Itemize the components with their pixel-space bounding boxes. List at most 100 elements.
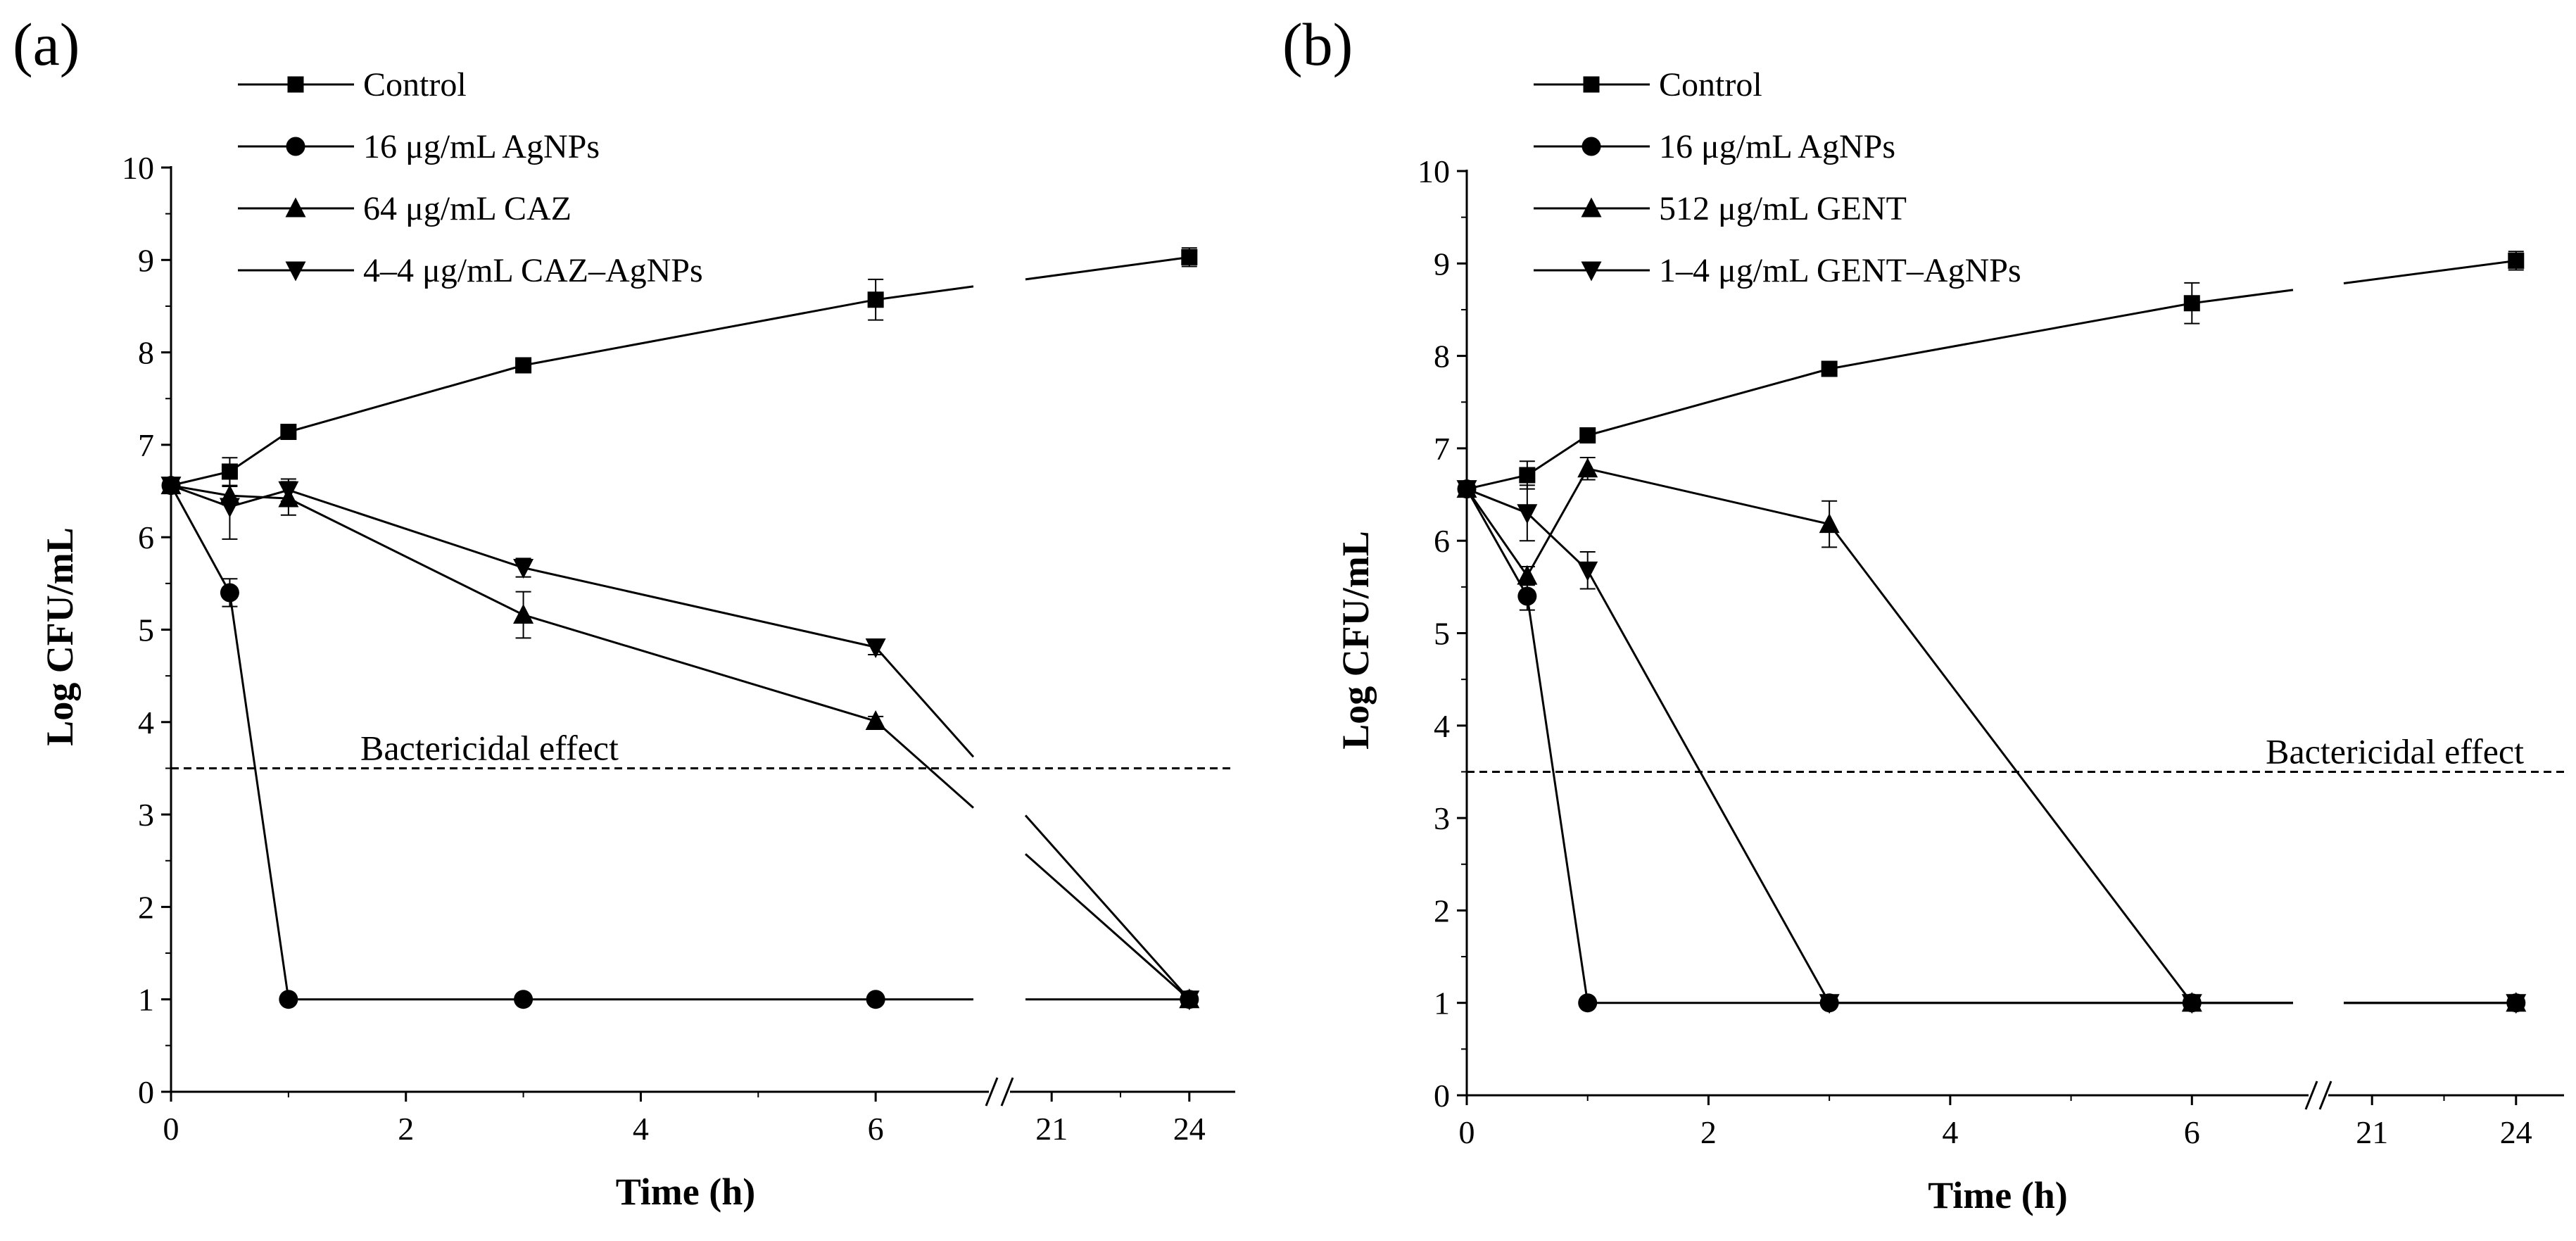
- legend-item: 512 μg/mL GENT: [1534, 190, 1907, 227]
- y-tick-label: 7: [138, 427, 154, 463]
- square-marker: [280, 424, 297, 441]
- legend-item: 16 μg/mL AgNPs: [238, 128, 600, 165]
- triangle-down-marker: [1517, 504, 1538, 524]
- circle-marker: [1578, 993, 1598, 1013]
- legend-item: 64 μg/mL CAZ: [238, 190, 572, 227]
- square-marker: [1519, 467, 1536, 484]
- triangle-up-marker: [285, 197, 306, 218]
- legend-label: 512 μg/mL GENT: [1659, 190, 1907, 227]
- y-tick-label: 1: [138, 982, 154, 1018]
- legend: Control 16 μg/mL AgNPs 64 μg/mL CAZ 4–4 μg/…: [238, 66, 703, 289]
- legend-label: 16 μg/mL AgNPs: [1659, 128, 1895, 165]
- legend-label: Control: [363, 66, 467, 103]
- legend-label: 1–4 μg/mL GENT–AgNPs: [1659, 252, 2021, 289]
- y-tick-label: 6: [1434, 523, 1450, 559]
- triangle-down-marker: [1819, 994, 1840, 1014]
- series-line: [1466, 259, 2516, 491]
- triangle-down-marker: [278, 481, 299, 501]
- bactericidal-effect-label: Bactericidal effect: [2266, 731, 2524, 771]
- triangle-up-marker: [513, 603, 534, 624]
- x-tick-label: 4: [633, 1111, 649, 1147]
- circle-marker: [1581, 137, 1601, 156]
- circle-marker: [1517, 586, 1537, 606]
- y-axis-label: Log CFU/mL: [39, 527, 81, 746]
- triangle-up-marker: [1577, 458, 1598, 478]
- x-tick-label: 24: [1173, 1111, 1206, 1147]
- bactericidal-threshold: Bactericidal effect: [171, 728, 1235, 769]
- legend-item: Control: [238, 66, 467, 103]
- x-tick-label: 2: [398, 1111, 414, 1147]
- y-tick-label: 1: [1434, 985, 1450, 1021]
- y-tick-label: 2: [1434, 893, 1450, 928]
- triangle-down-marker: [160, 477, 182, 497]
- square-marker: [2508, 252, 2525, 269]
- y-tick-label: 8: [1434, 339, 1450, 374]
- y-tick-label: 9: [138, 242, 154, 278]
- triangle-down-marker: [1179, 990, 1200, 1011]
- x-tick-label: 2: [1700, 1114, 1717, 1150]
- triangle-up-marker: [1819, 513, 1840, 534]
- square-marker: [1181, 248, 1198, 265]
- series-group: [1456, 251, 2527, 1014]
- y-tick-label: 0: [138, 1074, 154, 1110]
- y-tick-label: 9: [1434, 246, 1450, 282]
- legend-label: 16 μg/mL AgNPs: [363, 128, 600, 165]
- x-axis-label: Time (h): [616, 1171, 756, 1213]
- legend-item: 1–4 μg/mL GENT–AgNPs: [1534, 252, 2021, 289]
- circle-marker: [514, 990, 533, 1009]
- panel-label: (a): [13, 11, 80, 78]
- series-line: [170, 484, 1190, 1000]
- legend-item: 16 μg/mL AgNPs: [1534, 128, 1895, 165]
- y-tick-label: 4: [138, 705, 154, 741]
- axis-break-mark: [985, 1077, 999, 1107]
- x-tick-label: 0: [163, 1111, 179, 1147]
- y-tick-label: 4: [1434, 708, 1450, 744]
- panel-label: (b): [1282, 11, 1353, 78]
- y-tick-label: 6: [138, 519, 154, 555]
- triangle-down-marker: [1581, 261, 1602, 282]
- triangle-up-marker: [865, 710, 886, 730]
- triangle-up-marker: [1581, 197, 1602, 218]
- x-tick-label: 6: [2184, 1114, 2200, 1150]
- series-control: [163, 247, 1198, 494]
- square-marker: [1579, 427, 1596, 444]
- series-group: [160, 247, 1200, 1011]
- x-tick-label: 0: [1459, 1114, 1475, 1150]
- y-tick-label: 3: [1434, 800, 1450, 836]
- legend-label: 4–4 μg/mL CAZ–AgNPs: [363, 252, 703, 289]
- x-tick-label: 24: [2500, 1114, 2532, 1150]
- y-tick-label: 0: [1434, 1078, 1450, 1114]
- y-tick-label: 5: [138, 612, 154, 648]
- legend-item: 4–4 μg/mL CAZ–AgNPs: [238, 252, 703, 289]
- axis-break-mark: [2304, 1081, 2318, 1110]
- triangle-down-marker: [513, 559, 534, 579]
- series-line: [170, 256, 1190, 487]
- square-marker: [867, 291, 884, 308]
- y-tick-label: 7: [1434, 431, 1450, 467]
- square-marker: [1821, 360, 1838, 377]
- bactericidal-threshold: Bactericidal effect: [1467, 731, 2564, 773]
- x-axis-label: Time (h): [1928, 1174, 2068, 1216]
- axis-break-mark: [1000, 1077, 1014, 1107]
- circle-marker: [286, 137, 305, 156]
- square-marker: [221, 463, 238, 480]
- square-marker: [287, 76, 304, 93]
- series-1-4-g-ml-gent-agnps: [1456, 480, 2527, 1014]
- y-tick-label: 10: [122, 150, 154, 186]
- y-tick-label: 5: [1434, 616, 1450, 652]
- y-tick-label: 2: [138, 889, 154, 925]
- y-tick-label: 8: [138, 335, 154, 371]
- circle-marker: [866, 990, 885, 1009]
- triangle-down-marker: [1577, 561, 1598, 581]
- y-tick-label: 3: [138, 797, 154, 833]
- legend: Control 16 μg/mL AgNPs 512 μg/mL GENT 1–4 μ…: [1534, 66, 2021, 289]
- square-marker: [2183, 295, 2200, 312]
- x-tick-label: 4: [1942, 1114, 1958, 1150]
- series-line: [170, 484, 1190, 1000]
- series-line: [170, 484, 1189, 1001]
